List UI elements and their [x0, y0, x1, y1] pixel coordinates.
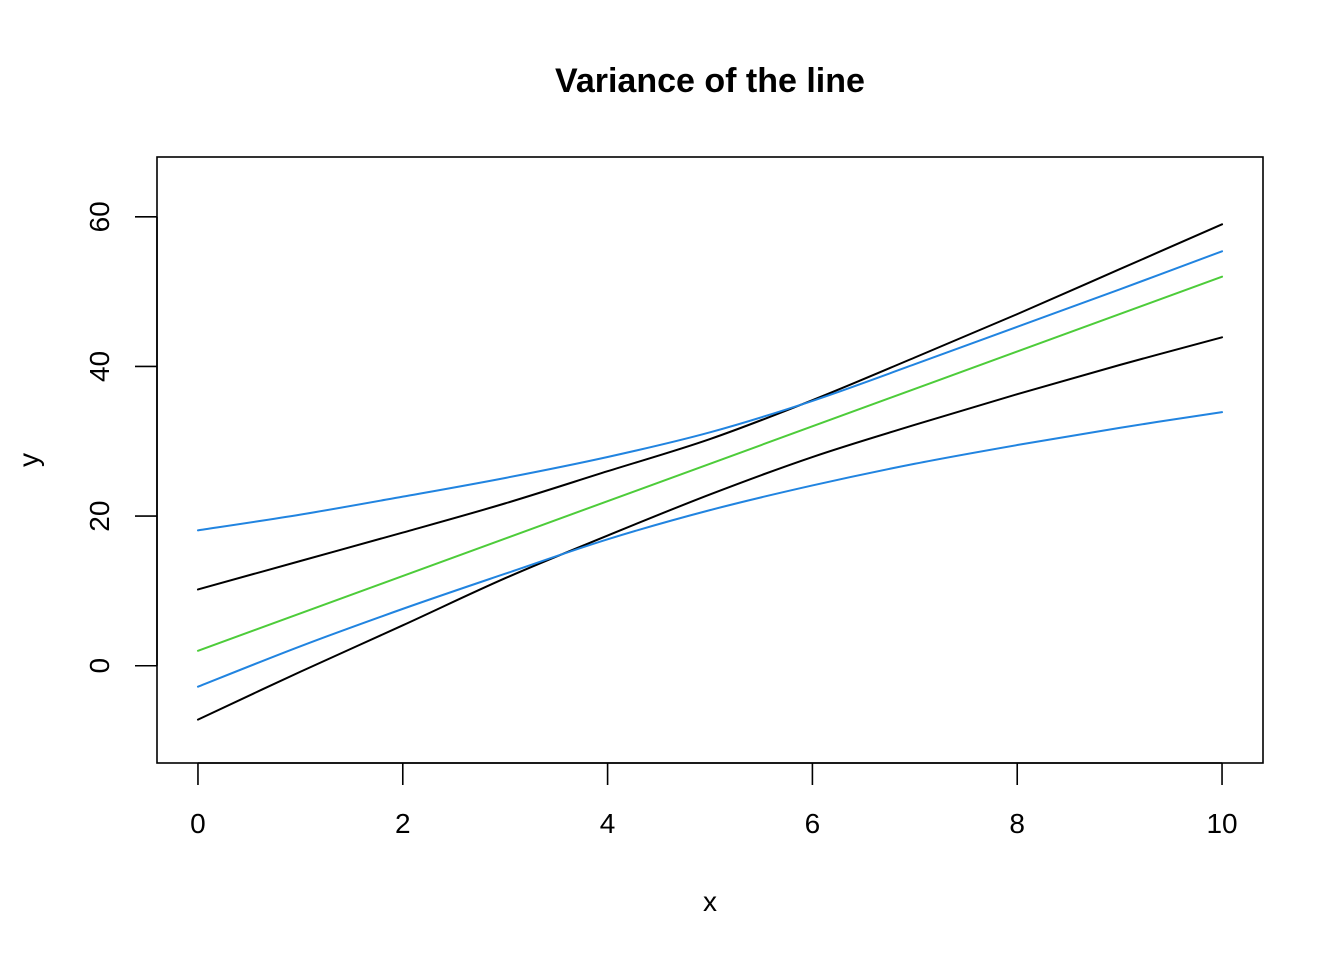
- series-line-1: [196, 223, 1224, 591]
- x-tick-label: 4: [600, 808, 616, 839]
- series-line-3: [196, 250, 1224, 532]
- x-tick-label: 6: [805, 808, 821, 839]
- series-line-5: [196, 275, 1224, 652]
- y-tick-label: 60: [84, 201, 115, 232]
- chart-title: Variance of the line: [555, 62, 865, 100]
- x-tick-label: 10: [1206, 808, 1237, 839]
- series-line-4: [196, 411, 1224, 688]
- y-axis: 0 20 40 60: [84, 201, 158, 674]
- x-tick-label: 2: [395, 808, 411, 839]
- x-axis-label: x: [703, 886, 717, 917]
- y-axis-label: y: [13, 453, 44, 467]
- x-axis: 0 2 4 6 8 10: [190, 762, 1238, 839]
- series-line-2: [196, 336, 1224, 721]
- x-tick-label: 8: [1009, 808, 1025, 839]
- x-tick-label: 0: [190, 808, 206, 839]
- y-tick-label: 40: [84, 351, 115, 382]
- series-layer: [196, 223, 1224, 721]
- y-tick-label: 0: [84, 658, 115, 674]
- y-tick-label: 20: [84, 501, 115, 532]
- plot-frame: [156, 156, 1264, 764]
